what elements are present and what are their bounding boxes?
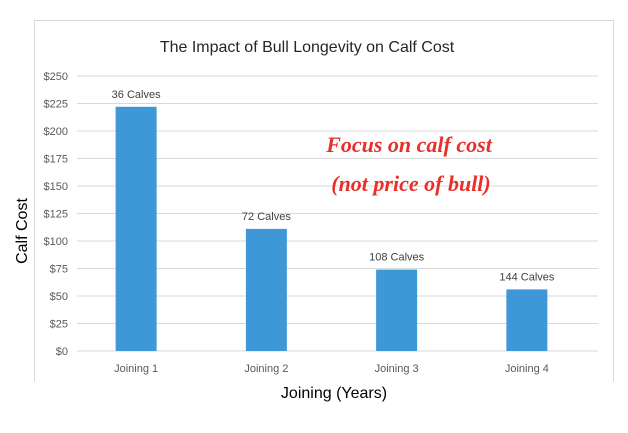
data-label-4: 144 Calves bbox=[499, 271, 555, 283]
bar-3 bbox=[376, 269, 418, 351]
x-tick-label-2: Joining 2 bbox=[244, 363, 288, 375]
bar-4 bbox=[506, 289, 548, 351]
y-tick-labels: $0 $25 $50 $75 $100 $125 $150 $175 $200 $225 $250 bbox=[44, 71, 68, 358]
x-tick-labels: Joining 1 Joining 2 Joining 3 Joining 4 bbox=[114, 363, 549, 375]
y-tick-label-150: $150 bbox=[44, 181, 68, 193]
x-tick-label-1: Joining 1 bbox=[114, 363, 158, 375]
y-axis-title: Calf Cost bbox=[14, 198, 31, 264]
chart-title: The Impact of Bull Longevity on Calf Cos… bbox=[160, 39, 455, 56]
data-label-2: 72 Calves bbox=[242, 211, 291, 223]
annotation-focus-calf-cost: Focus on calf cost bbox=[325, 132, 493, 157]
y-tick-label-50: $50 bbox=[50, 291, 68, 303]
y-tick-label-25: $25 bbox=[50, 319, 68, 331]
bar-2 bbox=[245, 228, 287, 351]
y-tick-label-0: $0 bbox=[56, 346, 68, 358]
data-labels: 36 Calves 72 Calves 108 Calves 144 Calves bbox=[112, 89, 555, 284]
x-tick-label-3: Joining 3 bbox=[375, 363, 419, 375]
chart-frame bbox=[34, 20, 614, 382]
data-label-1: 36 Calves bbox=[112, 89, 161, 101]
data-label-3: 108 Calves bbox=[369, 252, 425, 264]
y-tick-label-125: $125 bbox=[44, 209, 68, 221]
bars bbox=[115, 106, 548, 351]
gridlines bbox=[77, 75, 598, 352]
y-tick-label-100: $100 bbox=[44, 236, 68, 248]
x-axis-title: Joining (Years) bbox=[281, 385, 387, 402]
y-tick-label-250: $250 bbox=[44, 71, 68, 83]
annotation-not-price-of-bull: (not price of bull) bbox=[331, 171, 491, 196]
x-tick-label-4: Joining 4 bbox=[505, 363, 549, 375]
bar-1 bbox=[115, 106, 157, 351]
y-tick-label-200: $200 bbox=[44, 126, 68, 138]
y-tick-label-75: $75 bbox=[50, 264, 68, 276]
y-tick-label-225: $225 bbox=[44, 99, 68, 111]
y-tick-label-175: $175 bbox=[44, 154, 68, 166]
